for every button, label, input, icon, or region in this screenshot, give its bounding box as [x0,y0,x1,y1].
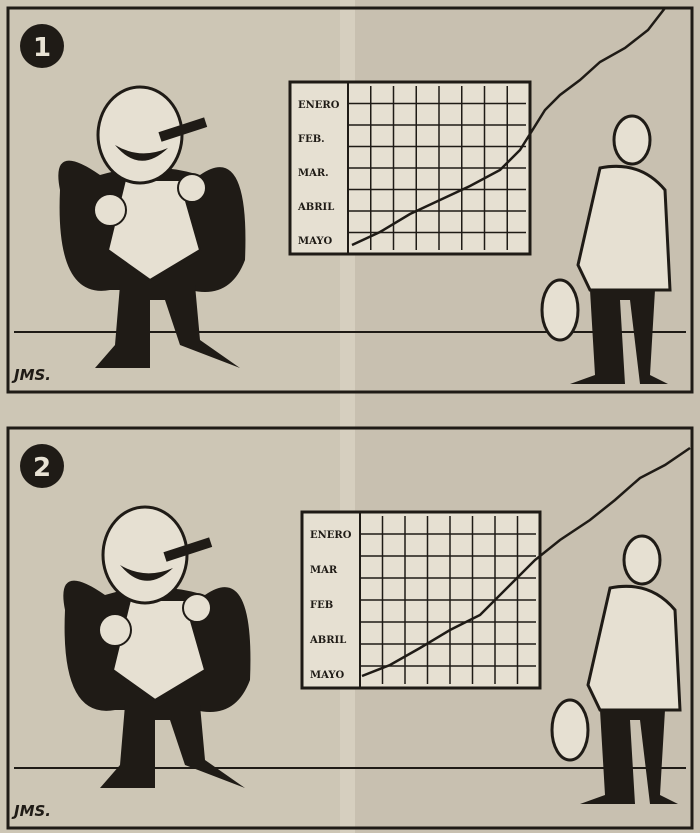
hat [542,280,578,340]
chart-label: ENERO [298,100,340,111]
page: {"panels": [ {"number": "1", "chart_labe… [0,0,700,833]
chart-label: MAR [310,565,338,576]
cartoon-strip: 1 ENERO FEB. MAR. ABRIL MAYO JMS. 2 ENERO MAR FEB A… [0,0,700,833]
hand [94,194,126,226]
hat [552,700,588,760]
head [624,536,660,584]
chart-label: ABRIL [297,202,334,213]
chart-label: MAYO [310,670,344,681]
signature: JMS. [11,366,51,384]
chart-label: MAYO [298,236,332,247]
signature: JMS. [11,802,51,820]
head [614,116,650,164]
chart-label: FEB [310,600,333,611]
chart-label: MAR. [298,168,329,179]
panel-number: 1 [33,33,51,63]
hand [99,614,131,646]
hand [178,174,206,202]
chart-label: ENERO [310,530,352,541]
panel-number: 2 [33,453,51,483]
chart-label: FEB. [298,134,325,145]
chart-label: ABRIL [309,635,346,646]
hand [183,594,211,622]
